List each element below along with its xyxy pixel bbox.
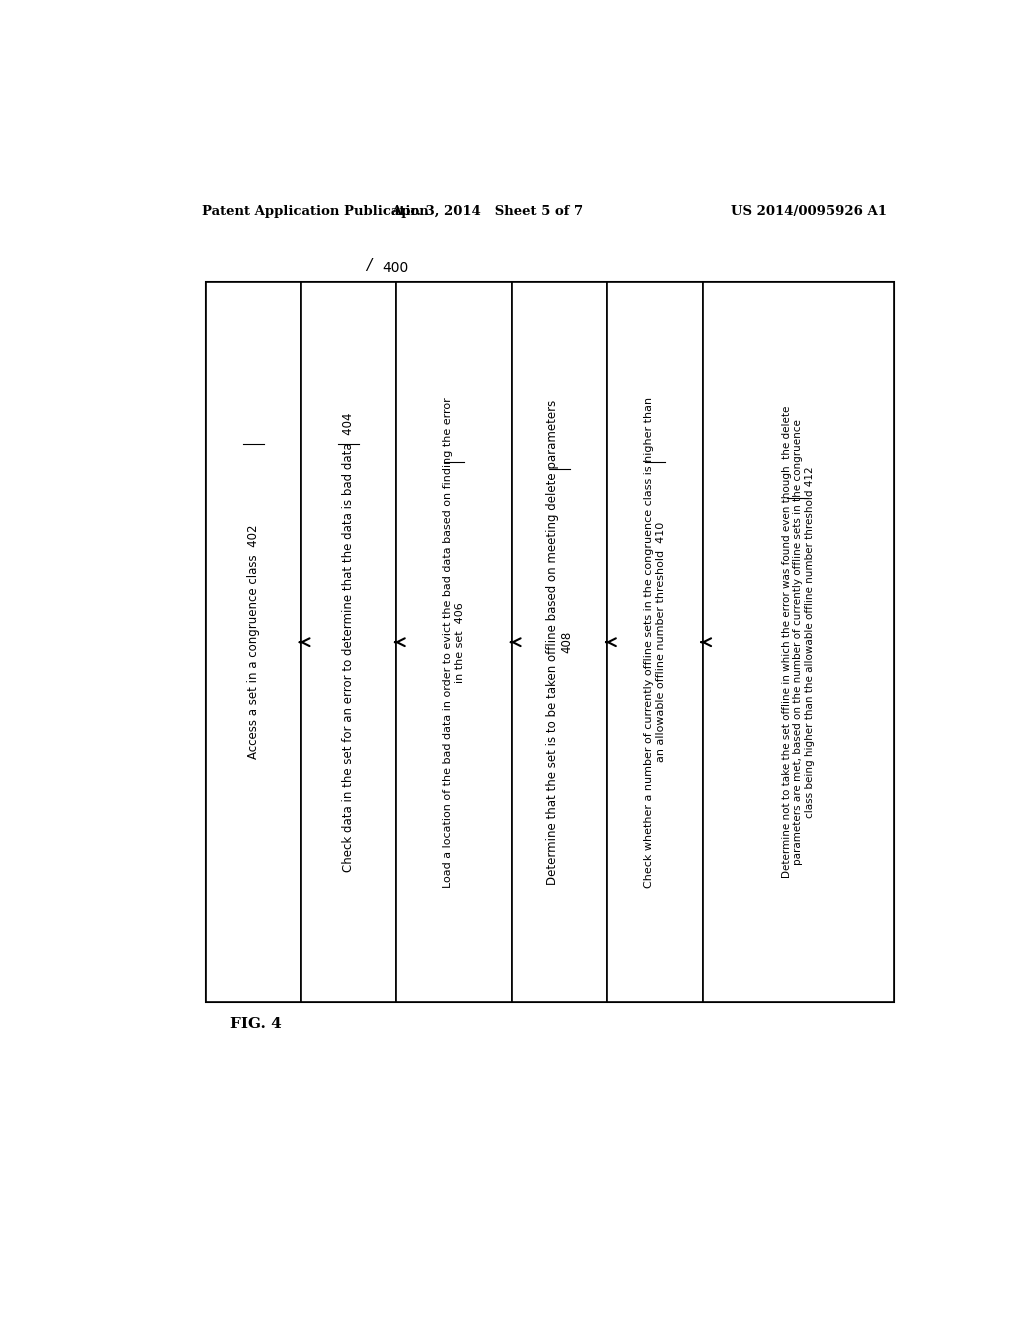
Text: Check whether a number of currently offline sets in the congruence class is high: Check whether a number of currently offl…: [644, 396, 666, 888]
Text: US 2014/0095926 A1: US 2014/0095926 A1: [731, 205, 887, 218]
Text: Determine that the set is to be taken offline based on meeting delete parameters: Determine that the set is to be taken of…: [546, 400, 573, 884]
Text: FIG. 4: FIG. 4: [229, 1018, 282, 1031]
Bar: [512, 282, 607, 1002]
Text: 400: 400: [382, 261, 409, 275]
Text: Patent Application Publication: Patent Application Publication: [202, 205, 429, 218]
Bar: [206, 282, 894, 1002]
Text: /: /: [366, 257, 371, 273]
Bar: [396, 282, 512, 1002]
Text: Apr. 3, 2014   Sheet 5 of 7: Apr. 3, 2014 Sheet 5 of 7: [390, 205, 583, 218]
Bar: [702, 282, 894, 1002]
Bar: [301, 282, 396, 1002]
Text: Access a set in a congruence class  402: Access a set in a congruence class 402: [247, 525, 260, 759]
Bar: [607, 282, 702, 1002]
Text: Load a location of the bad data in order to evict the bad data based on finding : Load a location of the bad data in order…: [443, 397, 465, 887]
Bar: [206, 282, 301, 1002]
Text: Check data in the set for an error to determine that the data is bad data  404: Check data in the set for an error to de…: [342, 412, 355, 873]
Text: Determine not to take the set offline in which the error was found even though  : Determine not to take the set offline in…: [781, 407, 815, 878]
